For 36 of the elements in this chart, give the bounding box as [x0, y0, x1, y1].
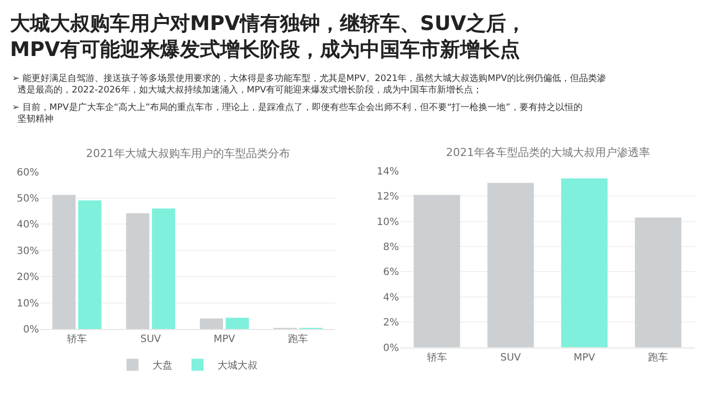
- x-tick-label: SUV: [140, 334, 162, 345]
- x-tick-label: MPV: [214, 334, 236, 345]
- y-tick-label: 60%: [16, 167, 39, 178]
- y-tick-label: 14%: [376, 166, 399, 178]
- y-tick-label: 40%: [16, 220, 39, 231]
- bar: [126, 213, 150, 329]
- y-tick-label: 8%: [383, 242, 399, 254]
- legend-label: 大城大叔: [218, 360, 258, 372]
- x-tick-label: MPV: [574, 352, 596, 364]
- y-tick-label: 10%: [376, 216, 399, 228]
- y-tick-label: 6%: [383, 267, 399, 278]
- y-tick-label: 4%: [383, 292, 399, 304]
- bar: [200, 318, 224, 329]
- y-tick-label: 30%: [16, 246, 39, 257]
- y-tick-label: 10%: [16, 298, 39, 310]
- y-tick-label: 0%: [383, 342, 399, 354]
- x-tick-label: 跑车: [648, 351, 668, 364]
- y-tick-label: 20%: [16, 272, 39, 284]
- bar: [226, 318, 249, 329]
- legend-label: 大盘: [152, 360, 172, 372]
- y-tick-label: 0%: [23, 324, 39, 336]
- x-tick-label: SUV: [500, 352, 522, 364]
- y-tick-label: 50%: [16, 194, 39, 205]
- bar: [52, 194, 76, 329]
- text: 大城大叔购车用户对MPV情有独钟，继轿车、SUV之后， MPV有可能迎来爆发式增长阶段，成为中国车市新增长点: [10, 11, 526, 61]
- y-tick-label: 12%: [376, 192, 399, 203]
- text: ➢ 能更好满足自驾游、接送孩子等多场景使用要求的，大体得是多功能车型，尤其是MPV。2021年，虽然大城大叔选购MPV的比例仍偏低，但品类渗透是最高的，2022-2026年，如大城大叔持续加速涌入，MPV有可能迎来爆发式增长阶段，成为中国车市新增长点；: [12, 73, 606, 96]
- chart-title: 2021年各车型品类的大城大叔用户渗透率: [446, 146, 650, 159]
- x-tick-label: 跑车: [288, 332, 308, 345]
- text: ➢ 目前，MPV是广大车企“高大上”布局的重点车市，理论上，是踩准点了，即便有些车企会出师不利，但不要“打一枪换一地”，要有持之以恒的坚韧精神: [12, 102, 582, 125]
- bar: [78, 200, 102, 329]
- bar: [152, 208, 176, 329]
- chart-title: 2021年大城大叔购车用户的车型品类分布: [86, 147, 290, 160]
- x-tick-label: 轿车: [426, 351, 447, 364]
- y-tick-label: 2%: [383, 318, 399, 329]
- x-tick-label: 轿车: [66, 332, 87, 345]
